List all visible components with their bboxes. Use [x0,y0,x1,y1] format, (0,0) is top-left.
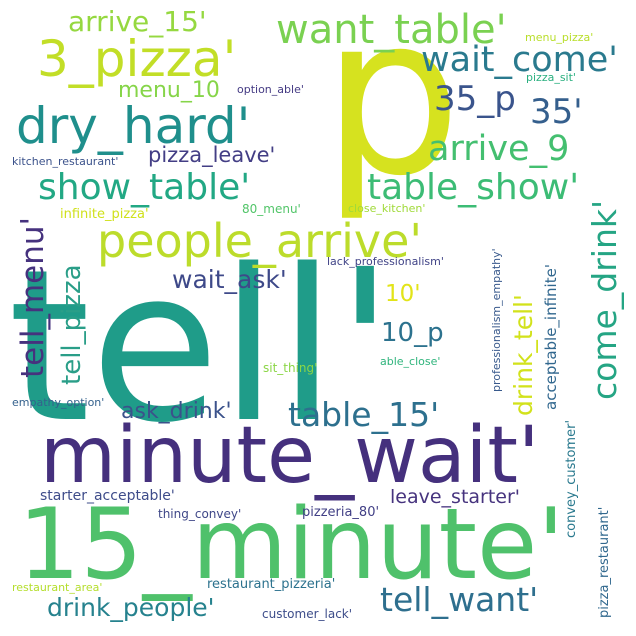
cloud-word-pizza-sit: pizza_sit' [526,71,576,84]
cloud-word-empathy-option: empathy_option' [12,396,105,409]
cloud-word-arrive-9: arrive_9 [428,129,570,169]
cloud-word-10-p: 10_p [381,318,444,348]
cloud-word-p: p [322,0,462,224]
cloud-word-infinite-pizza: infinite_pizza' [60,207,149,222]
cloud-word-starter-acceptable: starter_acceptable' [40,488,175,504]
cloud-word-wait-come: wait_come' [421,40,618,80]
cloud-word-drink-tell: drink_tell' [509,294,538,416]
cloud-word-restaurant-area: restaurant_area' [12,581,103,594]
cloud-word-wait-ask: wait_ask' [172,265,287,294]
cloud-word-10: 10' [385,281,421,307]
cloud-word-table-15: table_15' [288,395,440,434]
cloud-word-acceptable-infinite: acceptable_infinite' [542,264,560,410]
cloud-word-pizza-leave: pizza_leave' [148,143,276,167]
cloud-word-want-table: want_table' [276,7,507,53]
cloud-word-pizzeria-80: pizzeria_80' [302,505,380,520]
cloud-word-table-show: table_show' [367,167,580,208]
cloud-word-35: 35' [530,92,583,132]
cloud-word-able-close: able_close' [380,355,441,368]
cloud-word-dry-hard: dry_hard' [16,97,251,155]
cloud-word-convey-customer: convey_customer' [564,419,579,538]
cloud-word-show-table: show_table' [38,167,251,208]
cloud-word-restaurant-pizzeria: restaurant_pizzeria' [207,577,336,592]
cloud-word-come-drink: come_drink' [585,199,624,400]
cloud-word-drink-people: drink_people' [47,593,215,622]
cloud-word-sit-thing: sit_thing' [263,361,318,375]
cloud-word-pizza-restaurant: pizza_restaurant' [597,506,612,618]
cloud-word-thing-convey: thing_convey' [158,507,242,521]
cloud-word-customer-lack: customer_lack' [262,607,353,621]
cloud-word-arrive-15: arrive_15' [68,5,207,38]
cloud-word-kitchen-restaurant: kitchen_restaurant' [12,155,119,168]
cloud-word-close-kitchen: close_kitchen' [348,202,426,215]
cloud-word-tell-want: tell_want' [380,580,539,619]
cloud-word-leave-starter: leave_starter' [390,486,521,508]
cloud-word-tell-pizza: tell_pizza [57,264,87,385]
cloud-word-menu-10: menu_10 [118,78,220,103]
cloud-word-tell: tell' [8,224,394,469]
cloud-word-ask-drink: ask_drink' [121,399,232,424]
cloud-word-3-pizza: 3_pizza' [37,30,237,88]
cloud-word-option-able: option_able' [237,83,304,96]
cloud-word-menu-pizza: menu_pizza' [525,31,594,44]
cloud-word-minute-wait: minute_wait' [40,411,540,501]
cloud-word-tell-menu: tell_menu' [15,216,51,378]
cloud-word-people-arrive: people_arrive' [97,214,423,268]
cloud-word-35-p: 35_p [434,79,516,119]
cloud-word-lack-professionalism: lack_professionalism' [327,255,444,268]
cloud-word-professionalism-empathy: professionalism_empathy' [490,248,503,392]
cloud-word-15-minute: 15_minute' [18,488,565,602]
cloud-word-80-menu: 80_menu' [242,202,301,216]
